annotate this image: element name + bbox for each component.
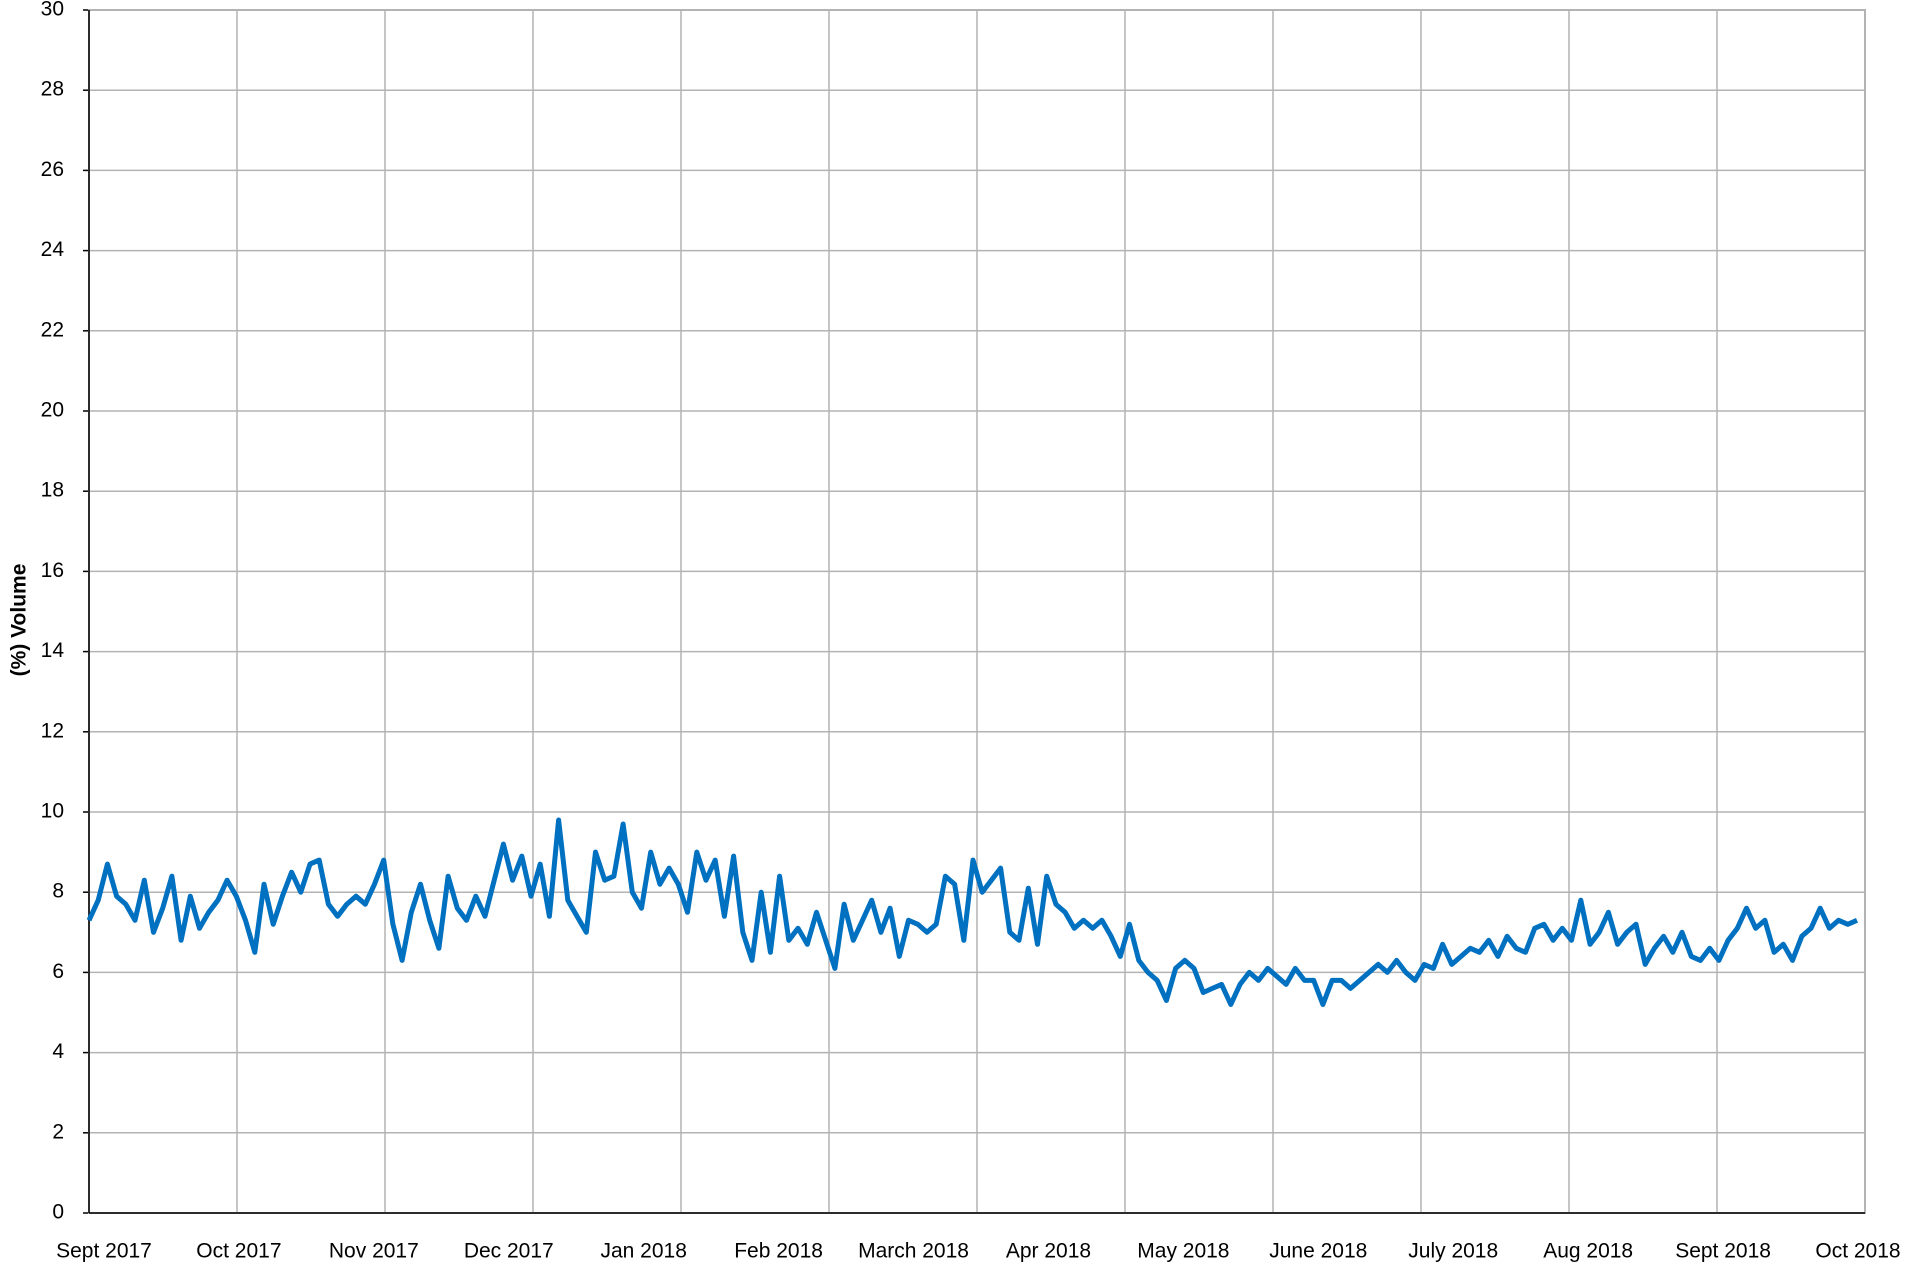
x-tick-label: Apr 2018 — [1006, 1240, 1091, 1263]
x-tick-label: Nov 2017 — [329, 1240, 419, 1263]
y-tick-label: 28 — [41, 78, 64, 101]
x-tick-label: Jan 2018 — [600, 1240, 686, 1263]
x-tick-label: May 2018 — [1137, 1240, 1229, 1263]
y-tick-label: 0 — [52, 1201, 64, 1224]
data-line — [86, 817, 1858, 1007]
x-tick-label: Oct 2018 — [1815, 1240, 1900, 1263]
y-tick-label: 14 — [41, 639, 65, 662]
x-tick-label: Aug 2018 — [1543, 1240, 1633, 1263]
x-tick-label: Sept 2017 — [56, 1240, 152, 1263]
y-tick-label: 16 — [41, 559, 64, 582]
x-tick-label: Oct 2017 — [196, 1240, 281, 1263]
x-tick-label: Dec 2017 — [464, 1240, 554, 1263]
y-tick-label: 6 — [52, 960, 64, 983]
y-tick-label: 26 — [41, 158, 64, 181]
y-tick-label: 8 — [52, 880, 64, 903]
x-tick-label: Feb 2018 — [734, 1240, 823, 1263]
y-tick-label: 20 — [41, 399, 64, 422]
y-tick-label: 10 — [41, 800, 64, 823]
x-tick-label: July 2018 — [1408, 1240, 1498, 1263]
x-tick-label: Sept 2018 — [1675, 1240, 1771, 1263]
y-tick-label: 24 — [41, 238, 65, 261]
y-tick-label: 12 — [41, 719, 64, 742]
y-tick-label: 30 — [41, 0, 64, 21]
x-tick-label: March 2018 — [858, 1240, 969, 1263]
y-tick-label: 2 — [52, 1120, 64, 1143]
y-tick-label: 4 — [52, 1040, 64, 1063]
y-tick-label: 18 — [41, 479, 64, 502]
y-axis-title: (%) Volume — [8, 564, 31, 677]
y-tick-label: 22 — [41, 318, 64, 341]
x-tick-label: June 2018 — [1269, 1240, 1367, 1263]
